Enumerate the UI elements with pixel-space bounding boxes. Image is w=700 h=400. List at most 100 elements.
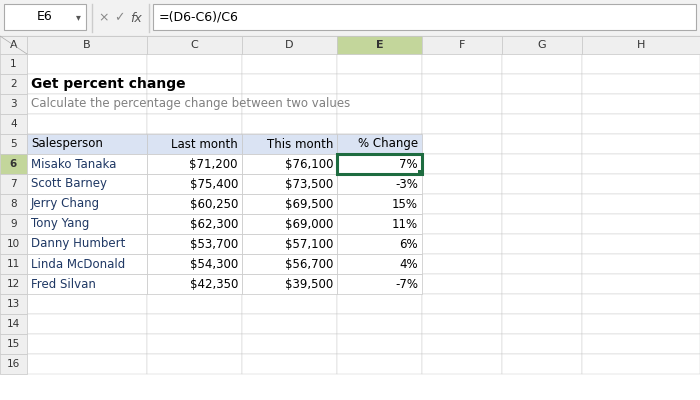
Bar (147, 214, 242, 234)
Text: $60,250: $60,250 (190, 198, 238, 210)
Bar (582, 94, 700, 114)
Bar (147, 134, 242, 154)
Bar (422, 354, 502, 374)
Bar (582, 54, 700, 74)
Bar (147, 254, 242, 274)
Bar (242, 194, 337, 214)
Text: 5: 5 (10, 139, 17, 149)
Text: fx: fx (130, 12, 142, 24)
Bar (0, 154, 27, 174)
Bar (0, 174, 27, 194)
Text: G: G (538, 40, 546, 50)
Text: $71,200: $71,200 (190, 158, 238, 170)
Text: H: H (637, 40, 645, 50)
Bar (147, 174, 242, 194)
Text: Danny Humbert: Danny Humbert (31, 238, 125, 250)
Bar (582, 214, 700, 234)
Text: Jerry Chang: Jerry Chang (31, 198, 100, 210)
Bar (502, 294, 582, 314)
Bar (147, 214, 242, 234)
Bar (147, 354, 242, 374)
Bar (147, 154, 242, 174)
Bar (242, 134, 337, 154)
Bar (337, 94, 422, 114)
Bar (337, 274, 422, 294)
Bar (502, 334, 582, 354)
Bar (27, 254, 147, 274)
Bar (27, 134, 147, 154)
Bar (27, 234, 147, 254)
Text: This month: This month (267, 138, 333, 150)
Bar (27, 174, 147, 194)
Text: 12: 12 (7, 279, 20, 289)
Bar (0, 114, 27, 134)
Text: Last month: Last month (172, 138, 238, 150)
Text: $73,500: $73,500 (285, 178, 333, 190)
Text: ×: × (99, 12, 109, 24)
Bar (27, 154, 147, 174)
Bar (422, 36, 502, 54)
Bar (4, 4, 86, 30)
Bar (337, 334, 422, 354)
Bar (147, 36, 242, 54)
Bar (27, 354, 147, 374)
Bar (147, 314, 242, 334)
Bar (337, 294, 422, 314)
Bar (0, 94, 27, 114)
Bar (153, 4, 696, 30)
Bar (0, 254, 27, 274)
Bar (0, 0, 700, 36)
Bar (337, 354, 422, 374)
Bar (502, 134, 582, 154)
Text: Calculate the percentage change between two values: Calculate the percentage change between … (31, 98, 350, 110)
Bar (0, 134, 27, 154)
Text: 1: 1 (10, 59, 17, 69)
Bar (502, 74, 582, 94)
Text: 16: 16 (7, 359, 20, 369)
Text: Misako Tanaka: Misako Tanaka (31, 158, 116, 170)
Bar (27, 134, 147, 154)
Bar (242, 36, 337, 54)
Bar (0, 214, 27, 234)
Bar (337, 234, 422, 254)
Bar (242, 194, 337, 214)
Bar (27, 54, 147, 74)
Bar (502, 194, 582, 214)
Bar (0, 274, 27, 294)
Bar (0, 194, 27, 214)
Bar (27, 154, 147, 174)
Bar (0, 54, 27, 74)
Bar (147, 174, 242, 194)
Bar (0, 354, 27, 374)
Text: A: A (10, 40, 18, 50)
Bar (242, 154, 337, 174)
Text: $53,700: $53,700 (190, 238, 238, 250)
Bar (0, 114, 27, 134)
Bar (147, 74, 242, 94)
Text: 10: 10 (7, 239, 20, 249)
Bar (147, 334, 242, 354)
Bar (0, 214, 27, 234)
Text: $39,500: $39,500 (285, 278, 333, 290)
Bar (582, 114, 700, 134)
Bar (337, 214, 422, 234)
Bar (27, 254, 147, 274)
Text: 14: 14 (7, 319, 20, 329)
Bar (502, 94, 582, 114)
Bar (422, 134, 502, 154)
Bar (337, 114, 422, 134)
Bar (582, 234, 700, 254)
Bar (242, 294, 337, 314)
Bar (242, 234, 337, 254)
Bar (27, 334, 147, 354)
Bar (242, 254, 337, 274)
Bar (27, 274, 147, 294)
Text: F: F (458, 40, 466, 50)
Bar (242, 114, 337, 134)
Bar (0, 234, 27, 254)
Bar (337, 134, 422, 154)
Bar (147, 234, 242, 254)
Text: $76,100: $76,100 (284, 158, 333, 170)
Text: =(D6-C6)/C6: =(D6-C6)/C6 (159, 10, 239, 24)
Bar (502, 114, 582, 134)
